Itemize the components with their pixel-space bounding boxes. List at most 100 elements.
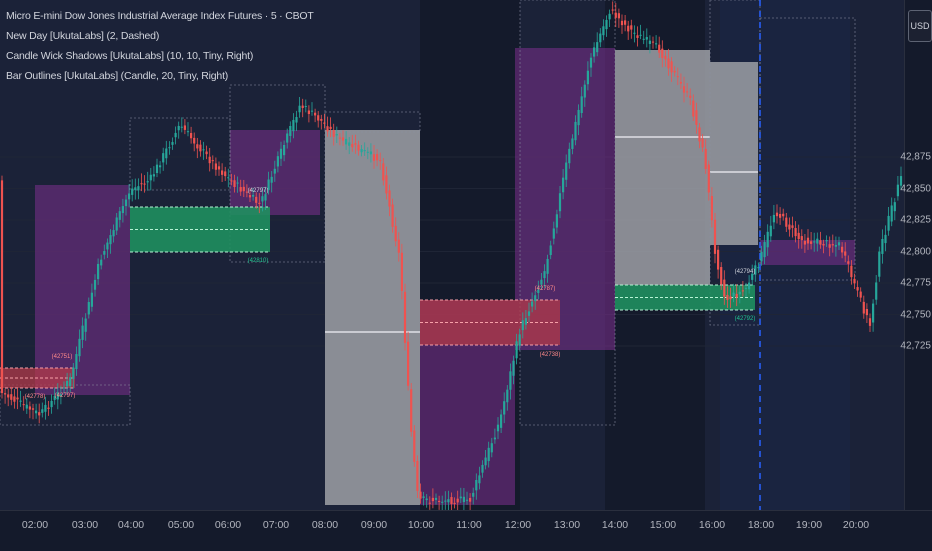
candle-body — [713, 219, 717, 254]
bar-outline — [129, 117, 231, 191]
candle-body — [828, 244, 831, 248]
candle-body — [605, 19, 608, 30]
price-chart[interactable]: (42751) (42738) (42797) (42810) (42787) (4279… — [0, 0, 904, 510]
indicator-candle-wick-shadows[interactable]: Candle Wick Shadows [UkutaLabs] (10, 10,… — [6, 50, 254, 62]
candle-body — [174, 132, 177, 138]
candle-body — [611, 9, 614, 11]
candle-body — [109, 235, 112, 245]
candle-body — [893, 202, 896, 212]
chart-plot-area[interactable]: (42751) (42738) (42797) (42810) (42787) (4279… — [0, 0, 904, 510]
candle-body — [744, 287, 748, 289]
candle-body — [481, 464, 484, 473]
candle-body — [620, 20, 624, 26]
candle-body — [655, 43, 658, 45]
candle-body — [859, 291, 862, 298]
candle-body — [121, 206, 124, 214]
candle-body — [66, 380, 69, 387]
candle-body — [738, 291, 741, 295]
candle-body — [190, 133, 193, 139]
time-tick-label: 19:00 — [795, 519, 823, 531]
candle-body — [453, 502, 456, 505]
candle-body — [503, 401, 506, 415]
candle-body — [397, 239, 400, 253]
time-tick-label: 16:00 — [698, 519, 726, 531]
candle-body — [521, 320, 524, 331]
time-axis[interactable]: 02:00 03:00 04:00 05:00 06:00 07:00 08:00 09:00… — [0, 510, 932, 551]
candle-body — [419, 491, 422, 499]
time-tick-label: 02:00 — [21, 519, 49, 531]
candle-body — [205, 151, 208, 155]
candle-body — [106, 242, 109, 250]
candle-body — [676, 76, 679, 78]
indicator-bar-outlines[interactable]: Bar Outlines [UkutaLabs] (Candle, 20, Ti… — [6, 70, 229, 82]
candle-body — [617, 13, 620, 19]
candle-body — [93, 279, 97, 290]
candle-body — [574, 121, 577, 141]
candle-body — [534, 295, 537, 302]
candle-body — [549, 245, 552, 256]
candle-body — [872, 303, 875, 323]
candle-body — [217, 166, 221, 170]
candle-body — [338, 137, 341, 139]
candle-body — [670, 61, 673, 73]
candle-body — [38, 412, 41, 416]
candle-body — [779, 213, 782, 218]
candle-body — [639, 34, 642, 36]
candle-body — [444, 500, 447, 502]
candle-body — [506, 389, 509, 403]
currency-button[interactable]: USD — [908, 10, 932, 42]
candle-body — [447, 499, 450, 503]
candle-body — [233, 180, 236, 188]
candle-body — [782, 213, 785, 217]
candle-body — [667, 58, 670, 69]
candle-body — [434, 497, 438, 500]
price-axis[interactable]: USD 42,875 42,850 42,825 42,800 42,775 42,750… — [900, 0, 932, 510]
candle-body — [760, 251, 763, 262]
candle-body — [844, 251, 847, 256]
time-tick-label: 03:00 — [71, 519, 99, 531]
candle-body — [13, 396, 16, 402]
candle-body — [360, 149, 363, 153]
candle-body — [47, 407, 50, 409]
candle-body — [261, 196, 264, 202]
candle-body — [84, 318, 87, 332]
candle-body — [493, 437, 496, 440]
candle-body — [242, 186, 245, 192]
candle-body — [881, 239, 884, 254]
candle-body — [7, 394, 10, 398]
candle-body — [788, 224, 791, 230]
candle-body — [289, 125, 292, 136]
indicator-new-day[interactable]: New Day [UkutaLabs] (2, Dashed) — [6, 30, 160, 42]
candle-body — [35, 410, 38, 414]
candle-body — [193, 137, 196, 144]
candle-body — [512, 360, 515, 376]
box-price-label: (42810) — [248, 258, 269, 264]
candle-body — [565, 162, 568, 180]
candle-body — [354, 143, 357, 145]
candle-body — [124, 199, 128, 207]
candle-body — [710, 196, 713, 221]
candle-body — [69, 377, 72, 387]
candle-body — [524, 318, 527, 325]
candle-body — [428, 502, 431, 504]
candle-body — [196, 144, 199, 149]
candle-body — [484, 457, 487, 466]
candle-body — [806, 237, 810, 244]
symbol-title[interactable]: Micro E-mini Dow Jones Industrial Averag… — [6, 10, 314, 22]
box-price-label: (42797) — [248, 188, 269, 194]
time-tick-label: 20:00 — [842, 519, 870, 531]
candle-body — [658, 44, 661, 53]
candle-body — [794, 228, 797, 237]
candle-body — [732, 292, 735, 297]
candle-body — [252, 195, 255, 197]
candle-body — [341, 137, 345, 141]
candle-body — [326, 126, 329, 132]
candle-body — [78, 338, 81, 357]
range-box — [35, 185, 130, 395]
candle-body — [462, 496, 465, 503]
indicator-legend: Micro E-mini Dow Jones Industrial Averag… — [6, 6, 314, 86]
candle-body — [515, 341, 518, 359]
candle-body — [816, 238, 819, 244]
candle-body — [115, 217, 118, 231]
candle-body — [267, 179, 270, 191]
